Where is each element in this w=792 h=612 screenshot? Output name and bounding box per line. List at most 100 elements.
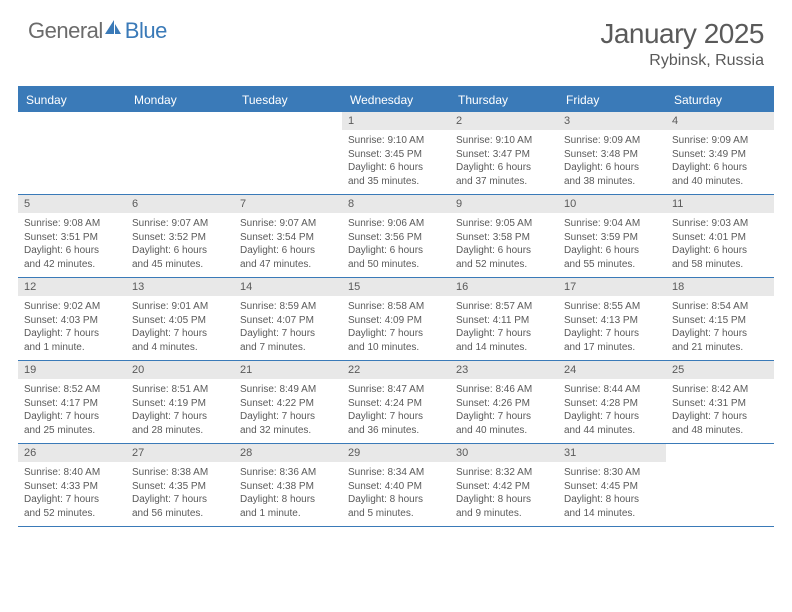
day-cell: 2Sunrise: 9:10 AMSunset: 3:47 PMDaylight… bbox=[450, 112, 558, 194]
day-number: 17 bbox=[558, 278, 666, 296]
day-ss: Sunset: 4:45 PM bbox=[564, 480, 660, 494]
day-d2: and 1 minute. bbox=[240, 507, 336, 521]
day-sr: Sunrise: 8:59 AM bbox=[240, 300, 336, 314]
day-d1: Daylight: 7 hours bbox=[132, 493, 228, 507]
day-d1: Daylight: 7 hours bbox=[564, 410, 660, 424]
day-cell: 29Sunrise: 8:34 AMSunset: 4:40 PMDayligh… bbox=[342, 444, 450, 526]
day-number: 28 bbox=[234, 444, 342, 462]
day-number: 19 bbox=[18, 361, 126, 379]
day-d2: and 14 minutes. bbox=[456, 341, 552, 355]
day-body: Sunrise: 9:07 AMSunset: 3:52 PMDaylight:… bbox=[126, 213, 234, 277]
day-number: 27 bbox=[126, 444, 234, 462]
day-number: 2 bbox=[450, 112, 558, 130]
day-cell: 22Sunrise: 8:47 AMSunset: 4:24 PMDayligh… bbox=[342, 361, 450, 443]
day-number: 13 bbox=[126, 278, 234, 296]
day-ss: Sunset: 3:49 PM bbox=[672, 148, 768, 162]
day-body: Sunrise: 8:42 AMSunset: 4:31 PMDaylight:… bbox=[666, 379, 774, 443]
day-body: Sunrise: 8:58 AMSunset: 4:09 PMDaylight:… bbox=[342, 296, 450, 360]
day-number: 26 bbox=[18, 444, 126, 462]
day-cell: 28Sunrise: 8:36 AMSunset: 4:38 PMDayligh… bbox=[234, 444, 342, 526]
day-d2: and 44 minutes. bbox=[564, 424, 660, 438]
day-d1: Daylight: 7 hours bbox=[240, 327, 336, 341]
day-cell: 21Sunrise: 8:49 AMSunset: 4:22 PMDayligh… bbox=[234, 361, 342, 443]
day-ss: Sunset: 4:09 PM bbox=[348, 314, 444, 328]
day-body: Sunrise: 8:30 AMSunset: 4:45 PMDaylight:… bbox=[558, 462, 666, 526]
day-cell: 18Sunrise: 8:54 AMSunset: 4:15 PMDayligh… bbox=[666, 278, 774, 360]
day-body: Sunrise: 9:10 AMSunset: 3:45 PMDaylight:… bbox=[342, 130, 450, 194]
day-cell bbox=[126, 112, 234, 194]
day-number: 30 bbox=[450, 444, 558, 462]
day-d1: Daylight: 7 hours bbox=[564, 327, 660, 341]
day-number: 8 bbox=[342, 195, 450, 213]
day-ss: Sunset: 3:48 PM bbox=[564, 148, 660, 162]
day-sr: Sunrise: 8:54 AM bbox=[672, 300, 768, 314]
day-d1: Daylight: 7 hours bbox=[348, 327, 444, 341]
day-header-cell: Friday bbox=[558, 88, 666, 112]
day-number: 14 bbox=[234, 278, 342, 296]
day-sr: Sunrise: 9:06 AM bbox=[348, 217, 444, 231]
day-body: Sunrise: 9:07 AMSunset: 3:54 PMDaylight:… bbox=[234, 213, 342, 277]
day-sr: Sunrise: 8:44 AM bbox=[564, 383, 660, 397]
day-cell: 30Sunrise: 8:32 AMSunset: 4:42 PMDayligh… bbox=[450, 444, 558, 526]
day-header-cell: Wednesday bbox=[342, 88, 450, 112]
day-cell: 9Sunrise: 9:05 AMSunset: 3:58 PMDaylight… bbox=[450, 195, 558, 277]
day-d2: and 42 minutes. bbox=[24, 258, 120, 272]
day-d2: and 48 minutes. bbox=[672, 424, 768, 438]
day-d1: Daylight: 7 hours bbox=[24, 327, 120, 341]
day-d1: Daylight: 8 hours bbox=[348, 493, 444, 507]
day-header-row: SundayMondayTuesdayWednesdayThursdayFrid… bbox=[18, 88, 774, 112]
day-ss: Sunset: 4:13 PM bbox=[564, 314, 660, 328]
day-d1: Daylight: 7 hours bbox=[240, 410, 336, 424]
day-ss: Sunset: 4:15 PM bbox=[672, 314, 768, 328]
day-ss: Sunset: 4:40 PM bbox=[348, 480, 444, 494]
day-d1: Daylight: 8 hours bbox=[240, 493, 336, 507]
week-row: 1Sunrise: 9:10 AMSunset: 3:45 PMDaylight… bbox=[18, 112, 774, 195]
day-number: 12 bbox=[18, 278, 126, 296]
day-body: Sunrise: 8:32 AMSunset: 4:42 PMDaylight:… bbox=[450, 462, 558, 526]
day-number: 3 bbox=[558, 112, 666, 130]
day-cell: 5Sunrise: 9:08 AMSunset: 3:51 PMDaylight… bbox=[18, 195, 126, 277]
day-cell: 26Sunrise: 8:40 AMSunset: 4:33 PMDayligh… bbox=[18, 444, 126, 526]
day-sr: Sunrise: 9:07 AM bbox=[240, 217, 336, 231]
day-d2: and 36 minutes. bbox=[348, 424, 444, 438]
day-ss: Sunset: 3:59 PM bbox=[564, 231, 660, 245]
day-d1: Daylight: 6 hours bbox=[564, 161, 660, 175]
day-d2: and 25 minutes. bbox=[24, 424, 120, 438]
day-d2: and 1 minute. bbox=[24, 341, 120, 355]
day-header-cell: Monday bbox=[126, 88, 234, 112]
day-cell: 16Sunrise: 8:57 AMSunset: 4:11 PMDayligh… bbox=[450, 278, 558, 360]
day-sr: Sunrise: 8:34 AM bbox=[348, 466, 444, 480]
day-sr: Sunrise: 8:32 AM bbox=[456, 466, 552, 480]
day-body: Sunrise: 8:46 AMSunset: 4:26 PMDaylight:… bbox=[450, 379, 558, 443]
day-body: Sunrise: 8:38 AMSunset: 4:35 PMDaylight:… bbox=[126, 462, 234, 526]
day-number: 25 bbox=[666, 361, 774, 379]
calendar: SundayMondayTuesdayWednesdayThursdayFrid… bbox=[18, 86, 774, 527]
day-cell: 8Sunrise: 9:06 AMSunset: 3:56 PMDaylight… bbox=[342, 195, 450, 277]
month-title: January 2025 bbox=[600, 18, 764, 50]
day-body: Sunrise: 9:02 AMSunset: 4:03 PMDaylight:… bbox=[18, 296, 126, 360]
day-d2: and 17 minutes. bbox=[564, 341, 660, 355]
day-d2: and 52 minutes. bbox=[24, 507, 120, 521]
day-d1: Daylight: 7 hours bbox=[132, 410, 228, 424]
day-body: Sunrise: 9:09 AMSunset: 3:49 PMDaylight:… bbox=[666, 130, 774, 194]
day-cell: 4Sunrise: 9:09 AMSunset: 3:49 PMDaylight… bbox=[666, 112, 774, 194]
day-number: 1 bbox=[342, 112, 450, 130]
day-sr: Sunrise: 8:30 AM bbox=[564, 466, 660, 480]
day-cell: 1Sunrise: 9:10 AMSunset: 3:45 PMDaylight… bbox=[342, 112, 450, 194]
day-cell bbox=[234, 112, 342, 194]
day-number: 31 bbox=[558, 444, 666, 462]
day-ss: Sunset: 4:19 PM bbox=[132, 397, 228, 411]
day-number: 16 bbox=[450, 278, 558, 296]
day-header-cell: Saturday bbox=[666, 88, 774, 112]
day-d2: and 50 minutes. bbox=[348, 258, 444, 272]
day-d1: Daylight: 7 hours bbox=[348, 410, 444, 424]
day-number: 24 bbox=[558, 361, 666, 379]
day-body: Sunrise: 8:54 AMSunset: 4:15 PMDaylight:… bbox=[666, 296, 774, 360]
day-d1: Daylight: 6 hours bbox=[672, 244, 768, 258]
day-number: 20 bbox=[126, 361, 234, 379]
day-body: Sunrise: 8:47 AMSunset: 4:24 PMDaylight:… bbox=[342, 379, 450, 443]
day-body: Sunrise: 8:44 AMSunset: 4:28 PMDaylight:… bbox=[558, 379, 666, 443]
day-body: Sunrise: 9:01 AMSunset: 4:05 PMDaylight:… bbox=[126, 296, 234, 360]
day-d2: and 9 minutes. bbox=[456, 507, 552, 521]
day-ss: Sunset: 4:24 PM bbox=[348, 397, 444, 411]
